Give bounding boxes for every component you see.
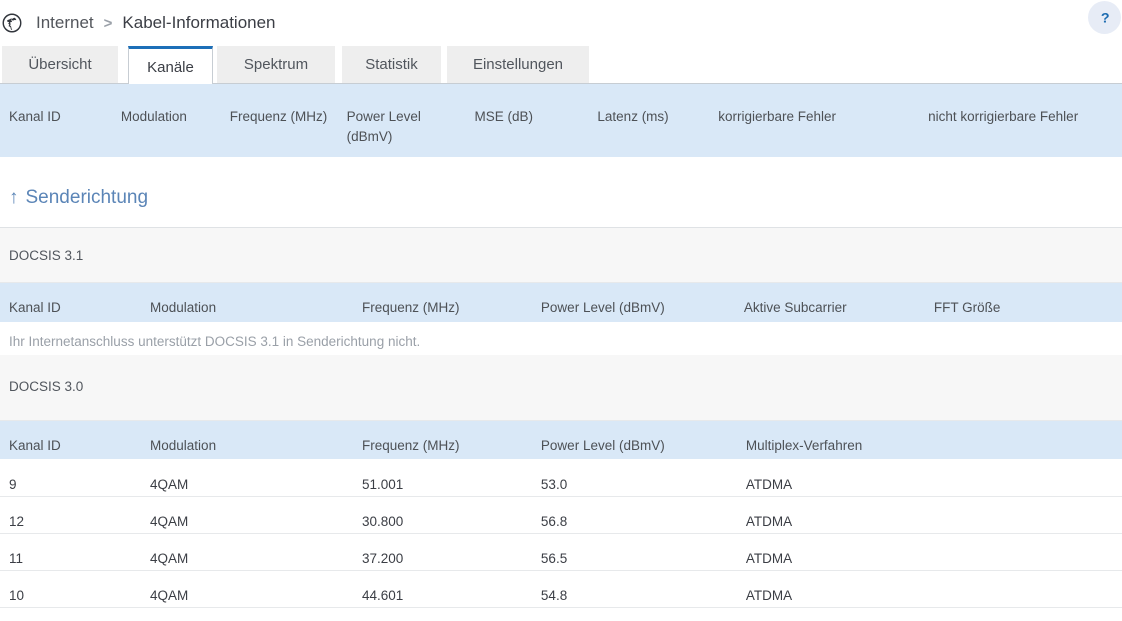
svg-text:?: ? [1100,10,1109,26]
